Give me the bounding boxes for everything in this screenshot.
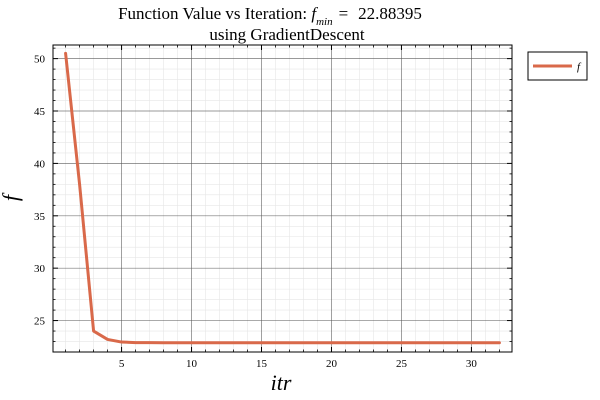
chart-title-equals: = (339, 4, 349, 23)
tick-labels: 5 10 15 20 25 30 25 30 35 40 45 50 (34, 54, 477, 370)
y-tick-label: 30 (34, 263, 46, 275)
y-tick-label: 50 (34, 54, 46, 66)
y-tick-label: 25 (34, 316, 46, 328)
x-axis-label: itr (271, 370, 292, 395)
x-tick-label: 25 (396, 358, 408, 370)
x-tick-label: 10 (186, 358, 198, 370)
y-axis-label: f (0, 192, 23, 201)
axis-ticks (53, 45, 512, 353)
chart-subtitle: using GradientDescent (209, 25, 365, 44)
y-tick-label: 40 (34, 158, 46, 170)
chart-title-symbol: f (311, 4, 318, 23)
chart-title: Function Value vs Iteration: fmin = 22.883… (118, 4, 422, 28)
y-tick-label: 35 (34, 211, 46, 223)
chart-title-value: 22.88395 (358, 4, 422, 23)
chart-title-subscript: min (316, 16, 333, 28)
x-tick-label: 5 (119, 358, 125, 370)
major-grid (53, 45, 512, 352)
y-tick-label: 45 (34, 106, 46, 118)
minor-grid (53, 45, 512, 353)
x-tick-label: 20 (326, 358, 338, 370)
plot-frame (52, 44, 513, 353)
chart-title-prefix: Function Value vs Iteration: (118, 4, 311, 23)
series-layer (64, 51, 501, 345)
series-line-f (64, 51, 501, 345)
x-tick-label: 15 (256, 358, 268, 370)
x-tick-label: 30 (466, 358, 478, 370)
legend-label: f (577, 61, 582, 73)
legend: f (527, 51, 588, 81)
